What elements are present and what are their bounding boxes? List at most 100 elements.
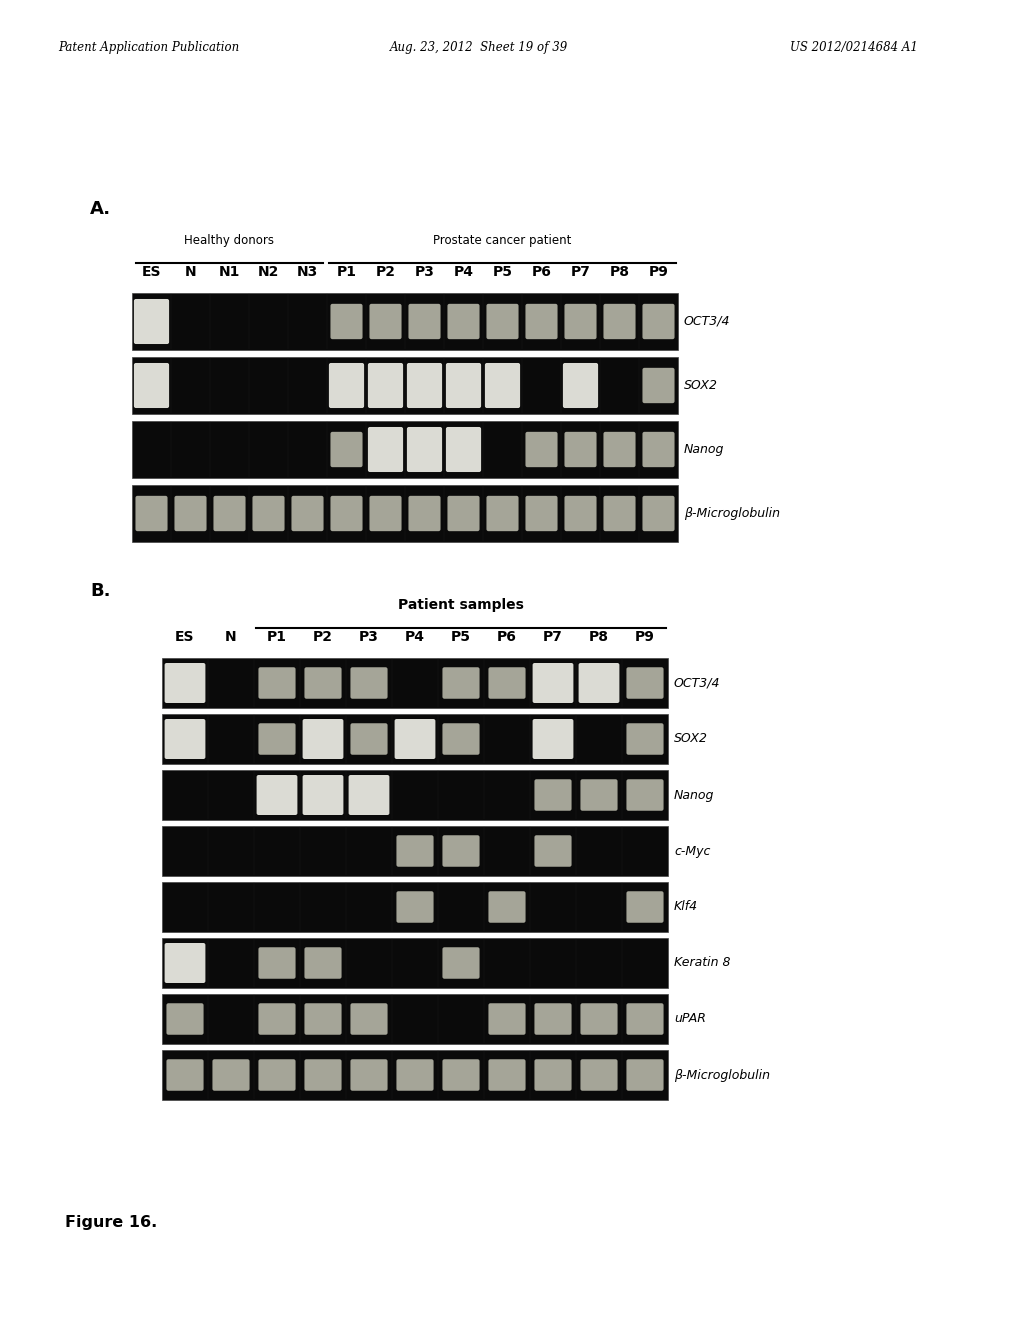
- FancyBboxPatch shape: [167, 1059, 204, 1090]
- FancyBboxPatch shape: [581, 779, 617, 810]
- FancyBboxPatch shape: [445, 363, 481, 408]
- FancyBboxPatch shape: [603, 432, 636, 467]
- FancyBboxPatch shape: [627, 779, 664, 810]
- FancyBboxPatch shape: [486, 496, 518, 531]
- Text: N2: N2: [258, 265, 280, 279]
- FancyBboxPatch shape: [350, 667, 387, 698]
- FancyBboxPatch shape: [564, 496, 597, 531]
- FancyBboxPatch shape: [350, 1059, 387, 1090]
- FancyBboxPatch shape: [396, 891, 433, 923]
- FancyBboxPatch shape: [135, 496, 168, 531]
- FancyBboxPatch shape: [535, 836, 571, 867]
- FancyBboxPatch shape: [165, 719, 206, 759]
- FancyBboxPatch shape: [581, 1003, 617, 1035]
- FancyBboxPatch shape: [535, 779, 571, 810]
- Bar: [132, 356, 678, 414]
- FancyBboxPatch shape: [258, 1059, 296, 1090]
- Text: A.: A.: [90, 201, 112, 218]
- FancyBboxPatch shape: [394, 719, 435, 759]
- FancyBboxPatch shape: [257, 775, 297, 814]
- Bar: [162, 826, 668, 876]
- FancyBboxPatch shape: [642, 432, 675, 467]
- Bar: [132, 421, 678, 478]
- Text: N: N: [184, 265, 197, 279]
- Text: Klf4: Klf4: [674, 900, 698, 913]
- Text: c-Myc: c-Myc: [674, 845, 711, 858]
- FancyBboxPatch shape: [532, 663, 573, 704]
- FancyBboxPatch shape: [370, 304, 401, 339]
- Text: P1: P1: [267, 630, 287, 644]
- Text: N3: N3: [297, 265, 318, 279]
- FancyBboxPatch shape: [212, 1059, 250, 1090]
- Bar: [162, 939, 668, 987]
- Text: OCT3/4: OCT3/4: [674, 676, 721, 689]
- Bar: [132, 293, 678, 350]
- Text: P9: P9: [635, 630, 655, 644]
- Text: P7: P7: [570, 265, 591, 279]
- FancyBboxPatch shape: [488, 667, 525, 698]
- Text: P2: P2: [313, 630, 333, 644]
- Text: P4: P4: [406, 630, 425, 644]
- FancyBboxPatch shape: [563, 363, 598, 408]
- Text: P2: P2: [376, 265, 395, 279]
- Text: Healthy donors: Healthy donors: [184, 234, 274, 247]
- FancyBboxPatch shape: [258, 1003, 296, 1035]
- FancyBboxPatch shape: [603, 496, 636, 531]
- FancyBboxPatch shape: [303, 719, 343, 759]
- FancyBboxPatch shape: [447, 496, 479, 531]
- Text: P3: P3: [359, 630, 379, 644]
- FancyBboxPatch shape: [407, 426, 442, 473]
- Text: P7: P7: [543, 630, 563, 644]
- FancyBboxPatch shape: [442, 1059, 479, 1090]
- FancyBboxPatch shape: [165, 942, 206, 983]
- FancyBboxPatch shape: [525, 304, 557, 339]
- FancyBboxPatch shape: [407, 363, 442, 408]
- FancyBboxPatch shape: [627, 1003, 664, 1035]
- Text: P6: P6: [497, 630, 517, 644]
- Text: P9: P9: [648, 265, 669, 279]
- FancyBboxPatch shape: [167, 1003, 204, 1035]
- FancyBboxPatch shape: [535, 1003, 571, 1035]
- FancyBboxPatch shape: [532, 719, 573, 759]
- Text: SOX2: SOX2: [684, 379, 718, 392]
- FancyBboxPatch shape: [627, 1059, 664, 1090]
- Text: P4: P4: [454, 265, 473, 279]
- FancyBboxPatch shape: [442, 836, 479, 867]
- Text: P3: P3: [415, 265, 434, 279]
- FancyBboxPatch shape: [350, 1003, 387, 1035]
- FancyBboxPatch shape: [331, 304, 362, 339]
- Text: US 2012/0214684 A1: US 2012/0214684 A1: [790, 41, 918, 54]
- FancyBboxPatch shape: [488, 1003, 525, 1035]
- FancyBboxPatch shape: [564, 304, 597, 339]
- Text: β-Microglobulin: β-Microglobulin: [674, 1068, 770, 1081]
- FancyBboxPatch shape: [348, 775, 389, 814]
- FancyBboxPatch shape: [442, 723, 479, 755]
- Text: Keratin 8: Keratin 8: [674, 957, 730, 969]
- Text: Nanog: Nanog: [684, 444, 724, 455]
- Bar: [162, 657, 668, 708]
- FancyBboxPatch shape: [485, 363, 520, 408]
- FancyBboxPatch shape: [525, 496, 557, 531]
- FancyBboxPatch shape: [627, 723, 664, 755]
- FancyBboxPatch shape: [304, 948, 342, 978]
- FancyBboxPatch shape: [350, 723, 387, 755]
- Bar: [162, 882, 668, 932]
- FancyBboxPatch shape: [488, 891, 525, 923]
- Text: SOX2: SOX2: [674, 733, 708, 746]
- FancyBboxPatch shape: [486, 304, 518, 339]
- FancyBboxPatch shape: [442, 948, 479, 978]
- FancyBboxPatch shape: [627, 891, 664, 923]
- FancyBboxPatch shape: [368, 363, 403, 408]
- FancyBboxPatch shape: [304, 1003, 342, 1035]
- FancyBboxPatch shape: [174, 496, 207, 531]
- FancyBboxPatch shape: [292, 496, 324, 531]
- FancyBboxPatch shape: [581, 1059, 617, 1090]
- Bar: [162, 1049, 668, 1100]
- FancyBboxPatch shape: [134, 363, 169, 408]
- Text: Figure 16.: Figure 16.: [65, 1214, 158, 1230]
- FancyBboxPatch shape: [329, 363, 365, 408]
- FancyBboxPatch shape: [368, 426, 403, 473]
- Bar: [132, 484, 678, 543]
- FancyBboxPatch shape: [258, 723, 296, 755]
- Text: β-Microglobulin: β-Microglobulin: [684, 507, 780, 520]
